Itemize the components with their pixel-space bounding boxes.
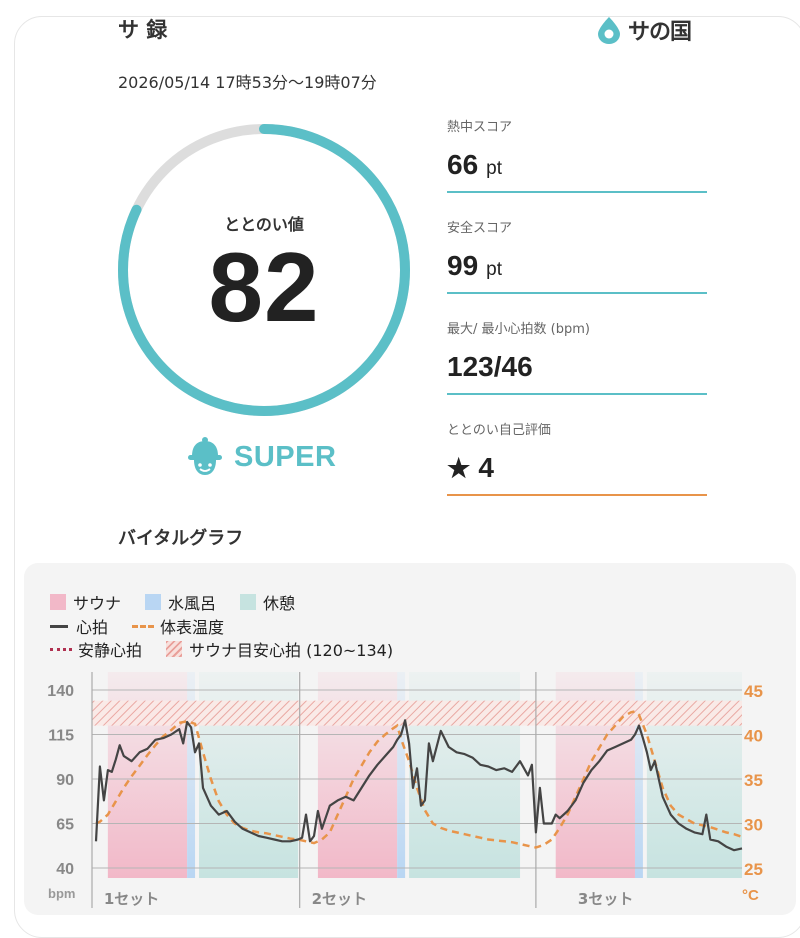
legend-label: 体表温度 (160, 618, 225, 637)
legend-water: 水風呂 (145, 590, 216, 614)
legend-label: サウナ (73, 594, 122, 613)
y-left-unit: bpm (48, 886, 75, 901)
y-right-tick-label: 25 (744, 860, 763, 879)
target-heart-rate-band (92, 700, 742, 726)
water-bath-swatch (145, 594, 162, 610)
set-label: 3セット (578, 890, 633, 908)
gauge-fill (118, 124, 410, 416)
skin-temp-dash-swatch (132, 624, 155, 628)
water-phase-band (397, 672, 406, 878)
legend-row-reference: 安静心拍 サウナ目安心拍 (120~134) (50, 637, 417, 661)
legend-label: 安静心拍 (78, 641, 143, 660)
gauge-value: 82 (208, 232, 320, 342)
legend-resting-hr: 安静心拍 (50, 637, 142, 661)
self-rating-value: 4 (478, 452, 494, 483)
heart-rate-range: 最大/ 最小心拍数 (bpm) 123/46 (447, 318, 707, 395)
legend-heart-rate: 心拍 (50, 614, 108, 638)
y-left-tick-label: 90 (56, 772, 74, 789)
safety-score-value: 99 (447, 250, 479, 281)
gauge-label: ととのい値 (224, 215, 304, 234)
y-left-tick-label: 115 (48, 728, 74, 745)
sauna-swatch (50, 594, 66, 610)
legend-label: サウナ目安心拍 (120~134) (189, 641, 394, 660)
resting-hr-dot-swatch (50, 647, 72, 651)
y-right-tick-label: 35 (744, 771, 763, 790)
heart-rate-series-line (94, 719, 743, 852)
water-phase-band (634, 672, 643, 878)
stat-label: 熱中スコア (447, 120, 513, 135)
legend-target-hr: サウナ目安心拍 (120~134) (166, 637, 393, 661)
skin-temp-series-line (95, 710, 743, 849)
stat-underline (447, 292, 707, 294)
legend-label: 水風呂 (168, 594, 217, 613)
vital-chart: 140 115 90 65 40 45 40 35 30 25 1セット 2セット 3セット bpm… (47, 672, 763, 908)
y-right-tick-label: 40 (744, 727, 763, 746)
target-hr-hatch-swatch (166, 641, 183, 657)
totonoi-gauge (118, 124, 410, 416)
legend-label: 休憩 (263, 594, 296, 613)
logo-text: サの国 (628, 20, 692, 45)
stat-unit: pt (486, 259, 503, 280)
legend-rest: 休憩 (240, 590, 295, 614)
rest-swatch (240, 594, 257, 610)
app-title: サ 録 (118, 18, 168, 42)
level-text: SUPER (234, 440, 337, 473)
stat-label: 最大/ 最小心拍数 (bpm) (447, 322, 590, 337)
y-left-tick-label: 140 (47, 683, 74, 700)
legend-skin-temp: 体表温度 (132, 614, 224, 638)
stat-value: 123/46 (447, 351, 707, 387)
y-left-tick-label: 40 (56, 861, 74, 878)
heat-score: 熱中スコア 66 pt (447, 116, 707, 193)
session-time: 2026/05/14 17時53分〜19時07分 (118, 73, 377, 92)
vital-graph-title: バイタルグラフ (118, 528, 244, 549)
heart-rate-line-swatch (50, 624, 68, 628)
stat-label: ととのい自己評価 (447, 423, 551, 438)
set-label: 2セット (312, 890, 367, 908)
y-right-tick-label: 45 (744, 682, 763, 701)
legend-row-phases: サウナ 水風呂 休憩 (50, 590, 319, 614)
stat-underline (447, 191, 707, 193)
y-left-tick-label: 65 (56, 817, 74, 834)
heat-score-value: 66 (447, 149, 479, 180)
y-right-tick-label: 30 (744, 816, 763, 835)
legend-label: 心拍 (76, 618, 109, 637)
heart-rate-range-value: 123/46 (447, 351, 533, 382)
stat-underline (447, 494, 707, 496)
stat-value: 66 pt (447, 149, 707, 185)
set-label: 1セット (104, 890, 159, 908)
y-right-unit: °C (742, 887, 759, 904)
safety-score: 安全スコア 99 pt (447, 217, 707, 294)
stat-unit: pt (486, 158, 503, 179)
level-badge: SUPER (186, 436, 336, 478)
water-drop-logo-icon (598, 17, 620, 44)
brand-logo: サの国 (596, 14, 692, 46)
legend-row-lines: 心拍 体表温度 (50, 614, 248, 638)
stat-value: 99 pt (447, 250, 707, 286)
legend-sauna: サウナ (50, 590, 121, 614)
star-icon: ★ (447, 453, 471, 483)
stat-label: 安全スコア (447, 221, 513, 236)
sauna-hat-face-icon (188, 437, 222, 475)
self-rating: ととのい自己評価 ★ 4 (447, 419, 707, 496)
stat-value: ★ 4 (447, 452, 707, 488)
water-phase-band (187, 672, 196, 878)
stat-underline (447, 393, 707, 395)
